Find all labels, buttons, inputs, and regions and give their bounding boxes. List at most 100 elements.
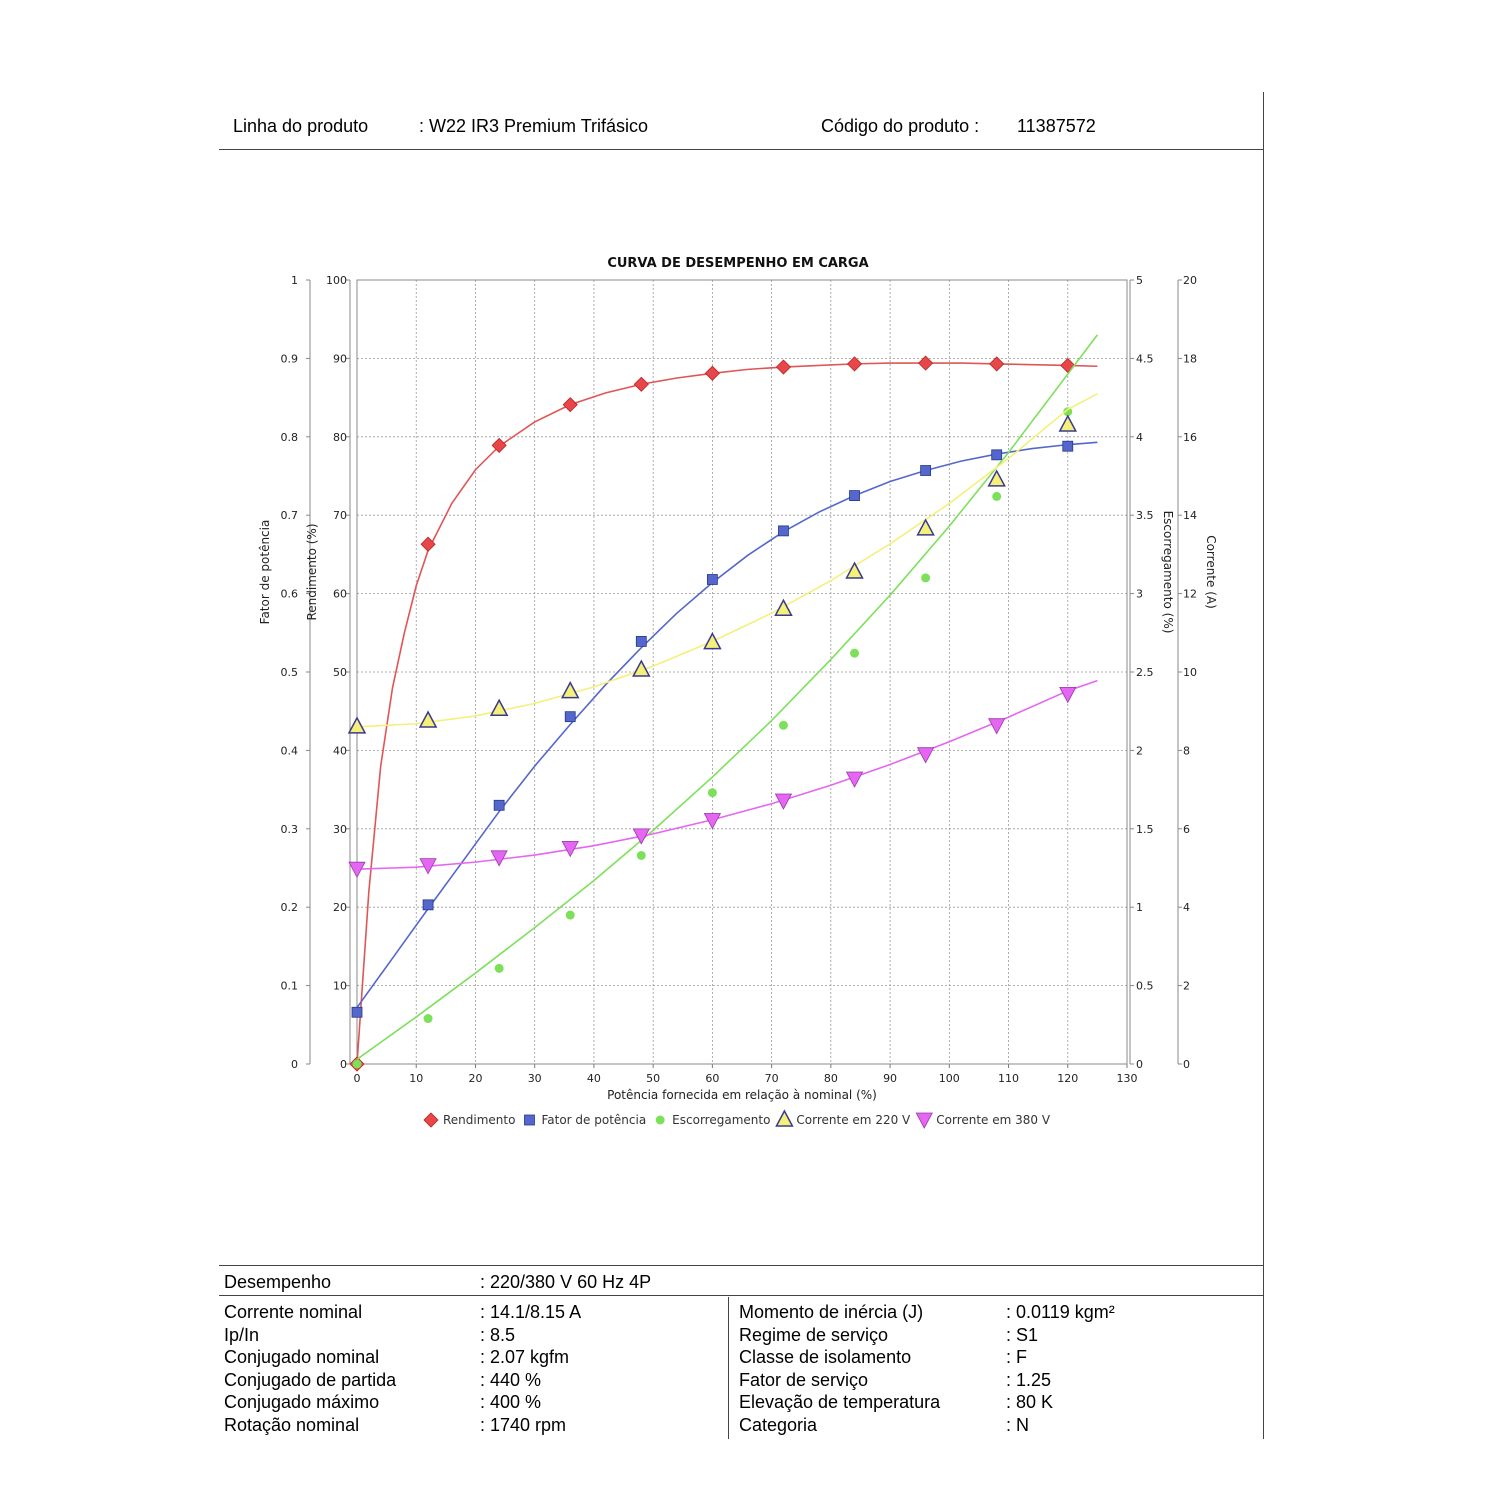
data-point-3 (560, 681, 580, 699)
rendimento-tick-label: 0 (340, 1058, 347, 1071)
series-line-3 (356, 392, 1098, 728)
legend-label-4: Corrente em 380 V (936, 1113, 1051, 1127)
left-label: Conjugado de partida (224, 1369, 397, 1390)
fator_potencia-tick-label: 0.1 (281, 980, 299, 993)
data-point-2 (352, 1059, 362, 1069)
rendimento-tick-label: 10 (333, 980, 347, 993)
escorregamento-tick-label: 1 (1136, 901, 1143, 914)
x-tick-label: 50 (646, 1072, 660, 1085)
legend-marker-3 (775, 1109, 794, 1127)
right-value: : S1 (1006, 1324, 1039, 1345)
corrente-tick-label: 16 (1183, 431, 1197, 444)
corrente-tick-label: 0 (1183, 1058, 1190, 1071)
legend-label-3: Corrente em 220 V (796, 1113, 911, 1127)
data-point-3 (489, 698, 509, 716)
left-value: : 14.1/8.15 A (480, 1302, 582, 1322)
rendimento-tick-label: 20 (333, 901, 347, 914)
product-line-label: Linha do produto (233, 116, 369, 136)
rendimento-axis-label: Rendimento (%) (305, 523, 319, 620)
corrente-tick-label: 12 (1183, 588, 1197, 601)
x-tick-label: 70 (765, 1072, 779, 1085)
fator_potencia-tick-label: 0.8 (281, 431, 299, 444)
rendimento-tick-label: 30 (333, 823, 347, 836)
data-point-1 (1062, 440, 1074, 452)
escorregamento-tick-label: 2.5 (1136, 666, 1154, 679)
data-point-0 (775, 359, 792, 375)
left-row: Corrente nominal: 14.1/8.15 A (224, 1301, 724, 1324)
right-row: Regime de serviço: S1 (739, 1324, 1259, 1347)
x-tick-label: 90 (883, 1072, 897, 1085)
x-tick-label: 130 (1117, 1072, 1138, 1085)
escorregamento-axis-label: Escorregamento (%) (1161, 511, 1175, 634)
fator_potencia-tick-label: 0.5 (281, 666, 299, 679)
x-tick-label: 30 (528, 1072, 542, 1085)
data-point-2 (921, 573, 931, 583)
left-value: : 400 % (480, 1392, 542, 1413)
right-row: Momento de inércia (J): 0.0119 kgm² (739, 1301, 1259, 1324)
x-tick-label: 110 (998, 1072, 1019, 1085)
specs-right-column: Momento de inércia (J): 0.0119 kgm² Regim… (739, 1301, 1259, 1437)
right-label: Classe de isolamento (739, 1347, 912, 1368)
specs-top-divider (219, 1265, 1264, 1266)
data-point-4 (348, 861, 366, 879)
escorregamento-tick-label: 4.5 (1136, 352, 1154, 365)
x-tick-label: 0 (354, 1072, 361, 1085)
escorregamento-tick-label: 0.5 (1136, 980, 1154, 993)
data-point-1 (849, 490, 860, 502)
header-divider (219, 149, 1264, 150)
left-value: : 2.07 kgfm (480, 1347, 570, 1368)
corrente-tick-label: 20 (1183, 274, 1197, 287)
product-code-value: 11387572 (1017, 116, 1096, 136)
corrente-tick-label: 8 (1183, 744, 1190, 757)
rendimento-tick-label: 70 (333, 509, 347, 522)
left-label: Conjugado nominal (224, 1347, 380, 1368)
legend-marker-4 (915, 1112, 933, 1129)
plot-border (356, 279, 1128, 1065)
rendimento-tick-label: 60 (333, 588, 347, 601)
corrente-tick-label: 2 (1183, 980, 1190, 993)
x-axis-label: Potência fornecida em relação à nominal … (607, 1088, 877, 1102)
data-point-2 (1063, 407, 1073, 417)
left-row: Conjugado nominal : 2.07 kgfm (224, 1346, 724, 1369)
corrente-tick-label: 14 (1183, 509, 1197, 522)
data-point-3 (418, 710, 438, 728)
right-row: Classe de isolamento : F (739, 1346, 1259, 1369)
desempenho-label: Desempenho (224, 1272, 332, 1292)
data-point-3 (703, 632, 722, 650)
fator_potencia-tick-label: 0.6 (281, 588, 299, 601)
left-label: Conjugado máximo (224, 1392, 380, 1413)
right-value: : 80 K (1006, 1392, 1054, 1413)
right-row: Categoria : N (739, 1414, 1259, 1437)
right-value: : F (1006, 1347, 1027, 1368)
data-point-0 (562, 397, 578, 413)
specs-second-divider (219, 1295, 1264, 1296)
data-point-4 (703, 813, 722, 830)
legend-marker-2 (655, 1115, 665, 1125)
right-label: Categoria (739, 1414, 818, 1435)
data-point-0 (491, 437, 507, 453)
series-line-1 (356, 441, 1098, 1009)
data-point-1 (493, 799, 505, 811)
fator_potencia-tick-label: 0.2 (281, 901, 299, 914)
rendimento-tick-label: 100 (326, 274, 347, 287)
escorregamento-tick-label: 5 (1136, 274, 1143, 287)
data-point-3 (774, 598, 793, 617)
data-point-1 (920, 465, 932, 476)
x-tick-label: 80 (824, 1072, 838, 1085)
data-point-4 (1059, 686, 1077, 704)
right-value: : N (1006, 1414, 1030, 1435)
data-point-0 (846, 356, 863, 372)
left-row: Conjugado máximo : 400 % (224, 1391, 724, 1414)
data-point-4 (561, 841, 579, 858)
left-row: Rotação nominal: 1740 rpm (224, 1414, 724, 1437)
left-value: : 1740 rpm (480, 1414, 567, 1435)
x-tick-label: 60 (705, 1072, 719, 1085)
corrente-axis-label: Corrente (A) (1204, 535, 1218, 609)
right-row: Fator de serviço: 1.25 (739, 1369, 1259, 1392)
data-point-1 (706, 574, 718, 585)
chart-title: CURVA DE DESEMPENHO EM CARGA (607, 256, 868, 271)
rendimento-tick-label: 40 (333, 744, 347, 757)
rendimento-tick-label: 50 (333, 666, 347, 679)
data-point-2 (423, 1014, 433, 1024)
fator_potencia-axis-label: Fator de potência (258, 520, 272, 625)
